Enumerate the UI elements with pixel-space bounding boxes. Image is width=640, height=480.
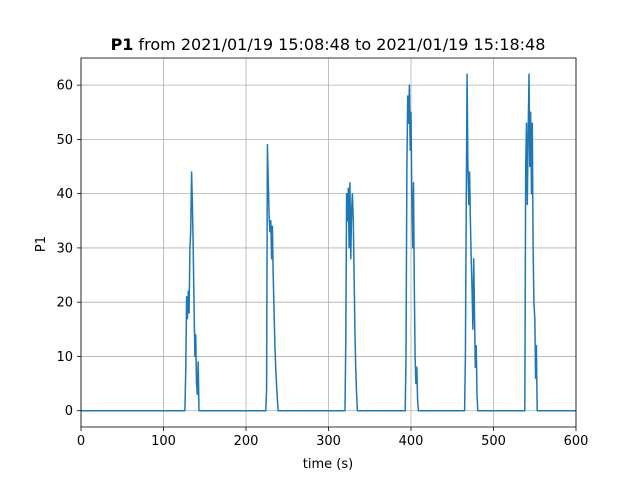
- x-tick-label: 600: [564, 434, 589, 449]
- x-tick-label: 200: [234, 434, 259, 449]
- ticks: 0 100 200 300 400 500 600 0 10 20 30 40 50 60: [56, 79, 588, 449]
- chart-title-rest: from 2021/01/19 15:08:48 to 2021/01/19 1…: [133, 35, 545, 54]
- y-tick-label: 60: [56, 79, 73, 94]
- x-axis-label: time (s): [303, 457, 353, 472]
- series-line: [81, 73, 576, 412]
- chart-title: P1 from 2021/01/19 15:08:48 to 2021/01/1…: [111, 35, 546, 54]
- x-tick-label: 400: [399, 434, 424, 449]
- y-tick-label: 40: [56, 187, 73, 202]
- y-tick-label: 10: [56, 350, 73, 365]
- chart-title-bold: P1: [111, 35, 134, 54]
- y-tick-label: 20: [56, 296, 73, 311]
- y-tick-label: 50: [56, 133, 73, 148]
- y-axis-label: P1: [34, 236, 49, 252]
- series-layer: [81, 73, 576, 412]
- x-tick-label: 300: [316, 434, 341, 449]
- x-tick-label: 100: [151, 434, 176, 449]
- x-tick-label: 500: [481, 434, 506, 449]
- grid: [80, 58, 577, 427]
- x-tick-label: 0: [77, 434, 85, 449]
- y-tick-label: 0: [65, 404, 73, 419]
- y-tick-label: 30: [56, 241, 73, 256]
